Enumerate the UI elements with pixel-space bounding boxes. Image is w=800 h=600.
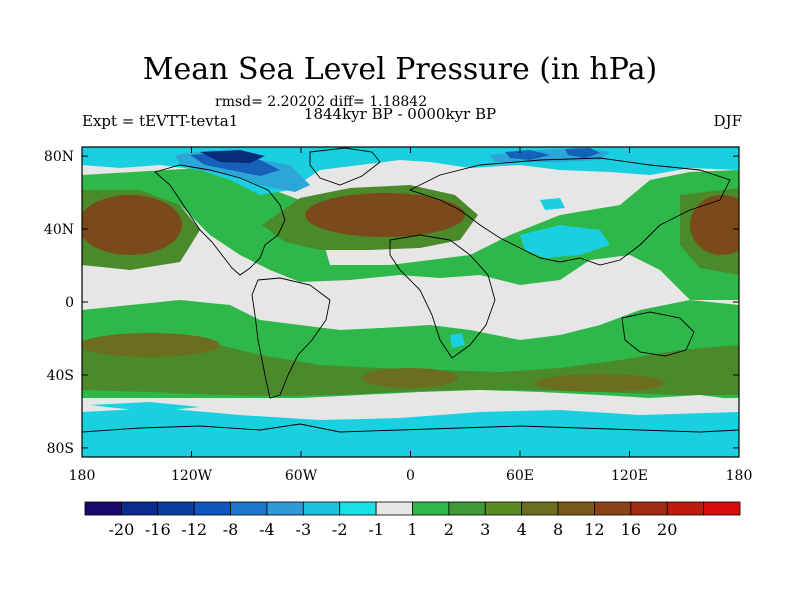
field-cyan-antarctic [82, 408, 739, 457]
legend-label: 16 [621, 520, 641, 539]
legend-box [521, 501, 559, 516]
x-tick-label: 120W [171, 468, 213, 484]
y-tick-label: 40N [44, 222, 74, 238]
x-tick-label: 60W [285, 468, 318, 484]
x-tick-label: 0 [406, 468, 415, 484]
coast-north-america [154, 164, 286, 276]
legend-box [375, 501, 413, 516]
plot-title: Mean Sea Level Pressure (in hPa) [142, 52, 658, 87]
field-cyan-greenland [330, 148, 395, 160]
legend-label: -3 [296, 520, 312, 539]
experiment-label: Expt = tEVTT-tevta1 [82, 112, 239, 130]
legend-box [448, 501, 486, 516]
field-olive-south-pacific [82, 333, 220, 357]
season-label: DJF [713, 112, 742, 130]
field-olive-south-atlantic [362, 368, 458, 388]
axis-ticks: 180 120W 60W 0 60E 120E 180 80N 40N 0 40S 80S [44, 147, 752, 484]
legend-label: -20 [109, 520, 135, 539]
field-blue-siberia [505, 150, 550, 160]
legend-label: 8 [553, 520, 563, 539]
field-cyan-europe [540, 198, 565, 210]
legend-label: 2 [444, 520, 454, 539]
map-field [82, 147, 739, 457]
legend-label: -16 [145, 520, 171, 539]
legend-labels: -20 -16 -12 -8 -4 -3 -2 -1 1 2 3 4 8 12 16 20 [109, 520, 678, 539]
legend-label: -2 [332, 520, 348, 539]
field-cyan-barents [430, 153, 480, 163]
legend-box [266, 501, 304, 516]
legend-box [84, 501, 122, 516]
legend-box [120, 501, 159, 516]
legend-label: 1 [407, 520, 417, 539]
coast-antarctica [82, 423, 739, 433]
x-tick-label: 180 [69, 468, 96, 484]
legend-label: 3 [480, 520, 490, 539]
legend-box [157, 501, 195, 516]
legend-label: -8 [223, 520, 239, 539]
legend-box [666, 501, 705, 516]
legend-label: -1 [368, 520, 384, 539]
y-tick-label: 80S [47, 441, 74, 457]
coast-africa [389, 234, 496, 359]
legend-label: 4 [517, 520, 527, 539]
legend-box [193, 501, 231, 516]
y-tick-label: 80N [44, 149, 74, 165]
legend-box [630, 501, 668, 516]
legend-box [594, 501, 632, 516]
field-cyan-asia [520, 225, 610, 258]
y-tick-label: 40S [47, 368, 74, 384]
field-blue-eastsiberia [565, 148, 600, 158]
legend-box [302, 501, 341, 516]
legend-box [412, 501, 450, 516]
field-brown-north-pacific-high [82, 195, 182, 255]
field-brown-dateline-high [690, 195, 739, 255]
legend-label: -12 [181, 520, 207, 539]
legend-box [703, 501, 741, 516]
legend-boxes [84, 501, 741, 516]
coast-south-america [251, 277, 331, 399]
coast-eurasia [408, 157, 731, 266]
rmsd-diff-stats: rmsd= 2.20202 diff= 1.18842 [215, 94, 428, 110]
legend-label: -4 [259, 520, 275, 539]
x-tick-label: 180 [726, 468, 753, 484]
time-period-label: 1844kyr BP - 0000kyr BP [303, 105, 497, 123]
x-tick-label: 120E [611, 468, 648, 484]
coastlines [82, 147, 739, 433]
legend-label: 12 [584, 520, 604, 539]
y-tick-label: 0 [65, 295, 74, 311]
field-cyan-africa [450, 333, 465, 348]
field-navy-arctic-canada [200, 150, 265, 163]
coast-australia [621, 311, 695, 357]
field-olive-indian-ocean [535, 374, 665, 392]
legend-box [230, 501, 268, 516]
legend-box [484, 501, 523, 516]
field-green-north [82, 168, 739, 300]
field-brown-north-atlantic-high [305, 193, 465, 237]
legend-box [339, 501, 377, 516]
legend-label: 20 [657, 520, 677, 539]
legend-box [557, 501, 595, 516]
field-cyan-southern-patch [90, 402, 200, 412]
coast-greenland [309, 147, 381, 186]
x-tick-label: 60E [506, 468, 534, 484]
